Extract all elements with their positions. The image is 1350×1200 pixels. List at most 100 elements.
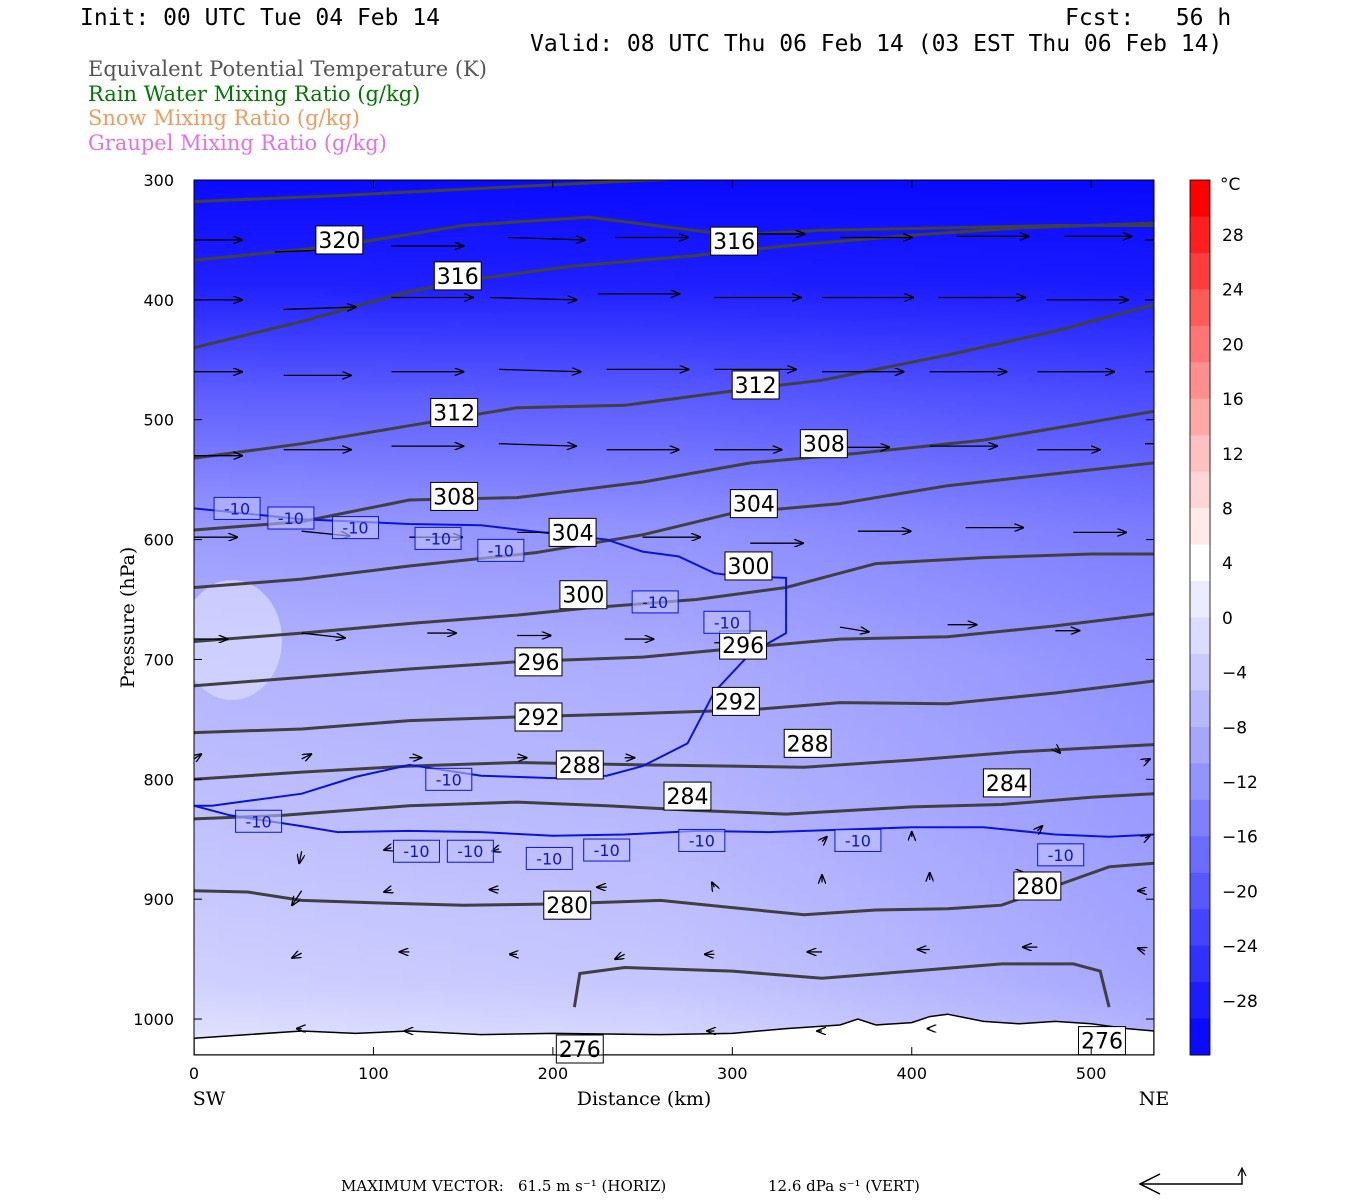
theta-e-label-308: 308 (799, 429, 848, 459)
theta-e-contour-288 (194, 743, 1154, 781)
wind-vector (499, 444, 576, 446)
colorbar-swatch (1190, 690, 1210, 728)
isotherm-label-text: -10 (845, 831, 871, 850)
colorbar-tick-label: −8 (1222, 718, 1247, 738)
wind-vector (822, 837, 827, 842)
y-tick-label: 600 (143, 531, 174, 550)
theta-e-label-288: 288 (555, 750, 604, 780)
plot-frame (193, 179, 1155, 1056)
colorbar-swatch (1190, 180, 1210, 217)
wind-vector (301, 632, 345, 638)
y-tick-label: 800 (143, 770, 174, 789)
isotherm-label-text: -10 (342, 519, 368, 538)
theta-e-label-308: 308 (430, 481, 479, 511)
isotherm-label-text: -10 (594, 841, 620, 860)
colorbar-swatch (1190, 435, 1210, 473)
x-end-label-left: SW (193, 1088, 226, 1110)
colorbar-swatch (1190, 872, 1210, 910)
isotherm-label-text: -10 (642, 593, 668, 612)
isotherm-label: -10 (834, 828, 882, 852)
colorbar-swatch (1190, 1018, 1210, 1056)
max-vector-horiz: 61.5 m s⁻¹ (HORIZ) (518, 1177, 667, 1195)
theta-e-label-300: 300 (724, 551, 773, 581)
theta-e-label-276-text: 276 (559, 1038, 601, 1063)
wind-vector (1145, 836, 1150, 838)
isotherm-label: -10 (414, 526, 462, 550)
colorbar-tick-label: 0 (1222, 609, 1233, 629)
isotherm-label-text: -10 (278, 509, 304, 528)
wind-vector (194, 754, 201, 759)
isotherm-label: -10 (477, 538, 525, 562)
colorbar-tick-label: −16 (1222, 828, 1258, 848)
colorbar-tick-label: 20 (1222, 335, 1244, 355)
x-tick-label: 100 (358, 1064, 389, 1083)
theta-e-label-316-text: 316 (713, 230, 755, 255)
theta-e-label-292-text: 292 (518, 706, 560, 731)
theta-e-label-284-text: 284 (666, 785, 708, 810)
wind-vector (299, 851, 301, 863)
colorbar-tick-label: 12 (1222, 445, 1244, 465)
isotherm-label-text: -10 (1048, 846, 1074, 865)
isotherm-label: -10 (678, 828, 726, 852)
theta-e-label-288: 288 (783, 728, 832, 758)
colorbar-swatch (1190, 763, 1210, 801)
colorbar-tick-label: −4 (1222, 664, 1247, 684)
theta-e-contour-308 (194, 409, 1154, 532)
wind-vector (839, 626, 869, 632)
colorbar-swatch (1190, 398, 1210, 436)
colorbar-tick-label: −12 (1222, 773, 1258, 793)
wind-vector (499, 369, 581, 371)
init-time: Init: 00 UTC Tue 04 Feb 14 (80, 5, 441, 31)
theta-e-label-280-text: 280 (546, 894, 588, 919)
theta-e-label-292: 292 (514, 702, 563, 732)
isotherm-label: -10 (703, 610, 751, 634)
isotherm-label: -10 (631, 590, 679, 614)
colorbar-swatch (1190, 799, 1210, 837)
theta-e-label-288-text: 288 (559, 754, 601, 779)
theta-e-contour-292 (194, 679, 1154, 735)
theta-e-label-300-text: 300 (727, 555, 769, 580)
y-tick-label: 300 (143, 171, 174, 190)
wind-vector (615, 954, 625, 959)
legend-snow: Snow Mixing Ratio (g/kg) (88, 106, 360, 130)
theta-e-label-280: 280 (1013, 871, 1062, 901)
max-vector-vert: 12.6 dPa s⁻¹ (VERT) (768, 1177, 920, 1195)
isotherm-label-text: -10 (224, 499, 250, 518)
theta-e-label-288-text: 288 (787, 732, 829, 757)
theta-e-label-304: 304 (548, 517, 597, 547)
wind-vector (301, 754, 312, 759)
colorbar-tick-label: −20 (1222, 882, 1258, 902)
x-tick-label: 300 (717, 1064, 748, 1083)
isotherm-label: -10 (525, 846, 573, 870)
theta-e-label-320: 320 (315, 225, 364, 255)
theta-e-contour-296 (194, 612, 1154, 688)
colorbar-tick-label: −28 (1222, 992, 1258, 1012)
theta-e-label-284: 284 (663, 781, 712, 811)
y-tick-label: 700 (143, 650, 174, 669)
theta-e-contour-304 (194, 461, 1154, 589)
theta-e-label-312-text: 312 (433, 401, 475, 426)
theta-e-label-276: 276 (1078, 1026, 1126, 1056)
isotherm-label-text: -10 (246, 812, 272, 831)
wind-vector (384, 848, 391, 850)
theta-e-label-296: 296 (719, 630, 768, 660)
theta-e-label-304-text: 304 (733, 493, 775, 518)
wind-vector (292, 953, 302, 958)
legend-theta-e: Equivalent Potential Temperature (K) (88, 57, 487, 81)
temperature-shading (194, 180, 1154, 1055)
theta-e-contour-312 (194, 303, 1154, 460)
isotherm-label: -10 (267, 506, 315, 530)
theta-e-label-296: 296 (514, 647, 563, 677)
isotherm-minus10-lower (194, 804, 1154, 838)
forecast-hour: Fcst: 56 h (1065, 5, 1232, 31)
theta-e-contour-320 (194, 180, 690, 204)
colorbar-swatch (1190, 216, 1210, 254)
theta-e-label-320-text: 320 (318, 229, 360, 254)
colorbar-swatch (1190, 617, 1210, 655)
theta-e-label-296-text: 296 (518, 651, 560, 676)
valid-time: Valid: 08 UTC Thu 06 Feb 14 (03 EST Thu … (530, 31, 1223, 57)
theta-e-label-300-text: 300 (562, 584, 604, 609)
theta-e-label-308-text: 308 (803, 433, 845, 458)
theta-e-label-316: 316 (710, 226, 759, 256)
